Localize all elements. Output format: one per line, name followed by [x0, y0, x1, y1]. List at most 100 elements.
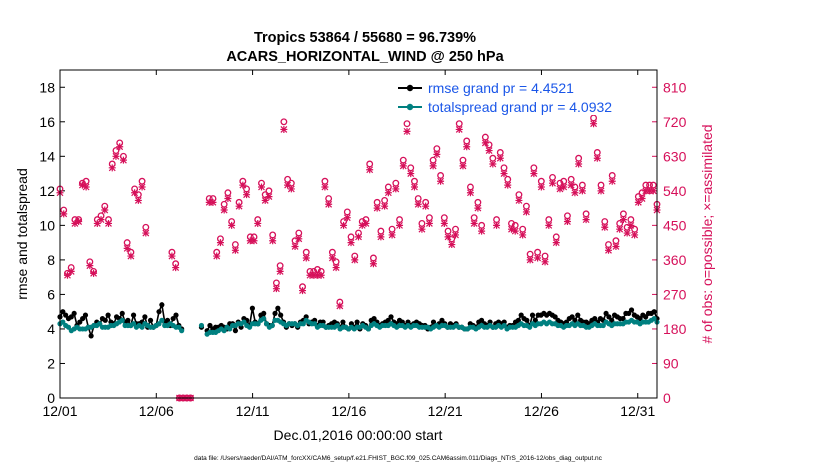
totalspread-point	[119, 317, 125, 323]
totalspread-point	[246, 324, 253, 330]
totalspread-point	[227, 326, 233, 332]
rmse-point	[232, 328, 239, 334]
y-tick-label-left: 2	[47, 355, 55, 371]
obs-assimilated-marker	[597, 187, 605, 195]
totalspread-point	[255, 321, 261, 327]
y-tick-label-left: 16	[39, 114, 55, 130]
obs-assimilated-marker	[257, 183, 265, 191]
obs-assimilated-marker	[463, 143, 471, 151]
obs-assimilated-marker	[485, 147, 493, 155]
totalspread-point	[156, 321, 162, 327]
obs-assimilated-marker	[119, 156, 127, 164]
obs-assimilated-marker	[373, 204, 381, 212]
totalspread-point	[261, 315, 267, 322]
totalspread-point	[179, 328, 185, 334]
obs-assimilated-marker	[388, 231, 396, 239]
obs-assimilated-marker	[142, 229, 150, 237]
rmse-point	[606, 314, 612, 320]
obs-possible-marker	[612, 237, 620, 245]
obs-assimilated-marker	[82, 183, 90, 191]
y-axis-label-left: rmse and totalspread	[14, 168, 30, 300]
rmse-point	[147, 317, 154, 323]
obs-assimilated-marker	[332, 264, 340, 272]
obs-assimilated-marker	[351, 256, 359, 264]
obs-assimilated-marker	[470, 219, 478, 227]
obs-assimilated-marker	[571, 189, 579, 197]
rmse-point	[164, 317, 171, 323]
obs-assimilated-marker	[627, 221, 635, 229]
x-tick-label: 12/21	[428, 403, 463, 419]
rmse-point	[524, 317, 530, 323]
obs-possible-marker	[463, 137, 471, 145]
rmse-point	[628, 307, 635, 313]
obs-assimilated-marker	[328, 254, 336, 262]
obs-assimilated-marker	[134, 196, 142, 204]
obs-assimilated-marker	[414, 200, 422, 208]
obs-assimilated-marker	[619, 216, 627, 224]
obs-possible-marker	[224, 189, 232, 197]
obs-possible-marker	[515, 191, 523, 199]
obs-possible-marker	[381, 196, 389, 204]
obs-possible-marker	[399, 156, 407, 164]
obs-assimilated-marker	[384, 189, 392, 197]
totalspread-point	[159, 317, 165, 323]
obs-assimilated-marker	[243, 191, 251, 199]
totalspread-point	[221, 328, 227, 334]
obs-assimilated-marker	[478, 227, 486, 235]
rmse-point	[430, 319, 437, 325]
obs-assimilated-marker	[560, 183, 568, 191]
x-tick-label: 12/16	[331, 403, 366, 419]
obs-possible-marker	[411, 177, 418, 185]
obs-assimilated-marker	[231, 246, 239, 254]
obs-possible-marker	[373, 198, 381, 206]
totalspread-point	[365, 326, 372, 332]
obs-assimilated-marker	[616, 225, 624, 233]
obs-possible-marker	[537, 177, 545, 185]
obs-assimilated-marker	[116, 143, 124, 151]
obs-assimilated-marker	[623, 229, 631, 237]
obs-assimilated-marker	[489, 160, 497, 168]
obs-possible-marker	[466, 183, 474, 191]
obs-assimilated-marker	[239, 181, 247, 189]
obs-assimilated-marker	[347, 239, 355, 247]
rmse-point	[156, 309, 162, 315]
totalspread-point	[300, 321, 306, 327]
obs-assimilated-marker	[381, 202, 389, 210]
totalspread-point	[600, 322, 606, 329]
totalspread-point	[312, 321, 318, 327]
obs-assimilated-marker	[549, 179, 557, 187]
obs-possible-marker	[649, 181, 657, 189]
obs-assimilated-marker	[310, 271, 318, 279]
obs-possible-marker	[429, 156, 437, 164]
obs-assimilated-marker	[567, 181, 575, 189]
obs-possible-marker	[403, 120, 411, 128]
y-tick-label-left: 10	[39, 217, 55, 233]
obs-possible-marker	[440, 214, 448, 222]
obs-assimilated-marker	[131, 189, 139, 197]
obs-assimilated-marker	[638, 195, 646, 203]
obs-assimilated-marker	[459, 162, 467, 170]
obs-possible-marker	[459, 156, 467, 164]
obs-assimilated-marker	[422, 202, 430, 210]
obs-assimilated-marker	[634, 198, 642, 206]
rmse-point	[130, 312, 137, 318]
obs-possible-marker	[414, 195, 422, 202]
obs-possible-marker	[452, 225, 459, 233]
rmse-point	[60, 309, 66, 315]
obs-possible-marker	[575, 154, 583, 162]
obs-assimilated-marker	[228, 221, 236, 229]
rmse-point	[82, 312, 89, 318]
rmse-point	[249, 305, 255, 311]
obs-assimilated-marker	[78, 181, 86, 189]
obs-possible-marker	[597, 181, 605, 189]
obs-assimilated-marker	[507, 225, 515, 233]
rmse-point	[142, 314, 148, 320]
obs-assimilated-marker	[138, 183, 146, 191]
rmse-point	[371, 315, 377, 322]
obs-possible-marker	[545, 216, 553, 224]
rmse-point	[529, 312, 536, 318]
obs-assimilated-marker	[500, 170, 508, 178]
obs-assimilated-marker	[272, 285, 280, 293]
rmse-point	[170, 315, 176, 322]
totalspread-point	[334, 322, 340, 329]
